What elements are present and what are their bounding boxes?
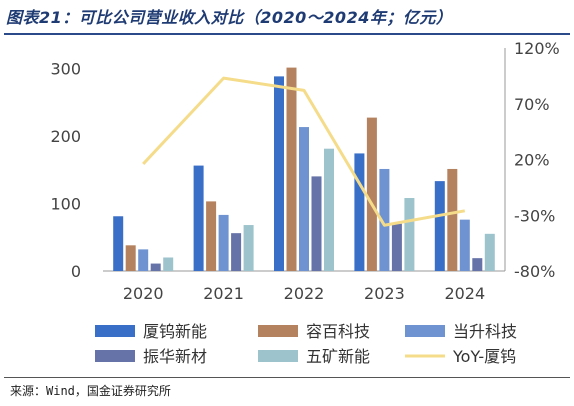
legend-label: 五矿新能 — [306, 347, 370, 366]
source-divider — [4, 377, 570, 378]
bar-4 — [391, 223, 402, 271]
bar-1 — [113, 216, 124, 271]
yoy-line — [142, 76, 466, 227]
bar-3 — [379, 168, 390, 271]
bar-2 — [447, 168, 458, 271]
legend-swatch — [258, 350, 298, 362]
bar-5 — [404, 198, 415, 271]
bar-2 — [125, 245, 136, 271]
legend-label: 振华新材 — [143, 347, 207, 366]
x-axis-category-label: 2024 — [444, 284, 485, 303]
source-note: 来源：Wind，国金证券研究所 — [10, 384, 171, 398]
bar-5 — [324, 148, 334, 271]
bar-1 — [434, 181, 445, 271]
right-axis-tick-label: -80% — [514, 262, 555, 281]
bar-2 — [366, 117, 377, 271]
x-axis-category-label: 2020 — [123, 284, 164, 303]
legend-label: 厦钨新能 — [143, 322, 207, 341]
right-axis-tick-label: 70% — [514, 95, 550, 114]
left-axis-tick-label: 300 — [50, 59, 81, 78]
x-axis-category-label: 2021 — [203, 284, 244, 303]
x-axis-category-label: 2023 — [364, 284, 405, 303]
title-divider — [4, 33, 570, 35]
bar-4 — [472, 258, 483, 271]
legend-swatch — [405, 325, 445, 337]
bar-5 — [484, 233, 495, 271]
bar-2 — [286, 67, 297, 271]
bar-1 — [274, 76, 284, 271]
bar-4 — [231, 233, 242, 271]
left-axis-tick-label: 200 — [50, 127, 81, 146]
chart-title: 图表21：可比公司营业收入对比（2020～2024年；亿元） — [6, 8, 453, 27]
bar-5 — [163, 257, 174, 271]
left-axis-tick-label: 100 — [50, 194, 81, 213]
legend-label: 当升科技 — [453, 322, 517, 341]
bar-3 — [218, 214, 229, 271]
bar-3 — [138, 249, 149, 271]
bar-4 — [311, 176, 322, 271]
legend-label: YoY-厦钨 — [452, 347, 516, 366]
legend-swatch — [95, 325, 135, 337]
right-axis-tick-label: -30% — [514, 206, 555, 225]
bar-1 — [354, 153, 365, 271]
legend-swatch — [258, 325, 298, 337]
x-axis-category-label: 2022 — [284, 284, 325, 303]
right-axis-tick-label: 120% — [514, 39, 560, 58]
bar-5 — [243, 225, 254, 271]
bar-1 — [193, 165, 204, 271]
bar-4 — [150, 263, 161, 271]
bar-3 — [299, 127, 309, 272]
legend-label: 容百科技 — [306, 322, 370, 341]
bar-2 — [206, 201, 217, 271]
bar-3 — [459, 219, 470, 271]
legend-swatch — [95, 350, 135, 362]
left-axis-tick-label: 0 — [71, 262, 81, 281]
right-axis-tick-label: 20% — [514, 151, 550, 170]
